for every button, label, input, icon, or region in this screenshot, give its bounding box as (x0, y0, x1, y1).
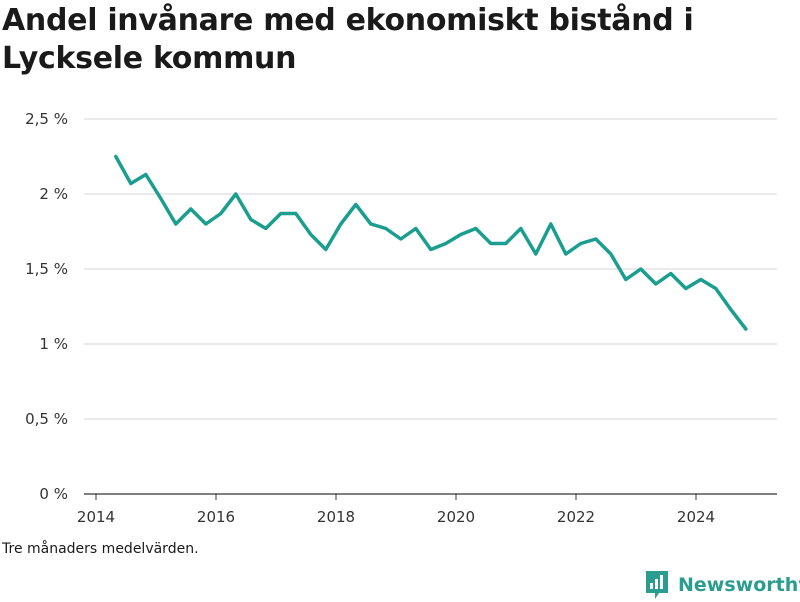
data-point-0-24 (474, 227, 477, 230)
data-point-0-40 (714, 287, 717, 290)
data-point-0-35 (639, 268, 642, 271)
data-point-0-10 (264, 227, 267, 230)
data-point-0-4 (174, 223, 177, 226)
data-point-0-8 (234, 193, 237, 196)
x-tick-label-1: 2016 (197, 508, 235, 526)
data-point-0-36 (654, 283, 657, 286)
data-point-0-19 (399, 238, 402, 241)
data-point-0-22 (444, 242, 447, 245)
data-point-0-23 (459, 233, 462, 236)
brand-logo: Newsworthy (644, 568, 800, 602)
data-point-0-14 (324, 248, 327, 251)
data-point-0-42 (744, 328, 747, 331)
x-tick-label-3: 2020 (437, 508, 475, 526)
data-point-0-37 (669, 272, 672, 275)
data-point-0-0 (114, 155, 117, 158)
y-tick-label-1: 0,5 % (25, 410, 68, 428)
data-point-0-12 (294, 212, 297, 215)
data-point-0-2 (144, 173, 147, 176)
data-point-0-9 (249, 218, 252, 221)
data-point-0-6 (204, 223, 207, 226)
data-point-0-5 (189, 208, 192, 211)
data-point-0-31 (579, 242, 582, 245)
x-tick-label-4: 2022 (557, 508, 595, 526)
y-tick-label-4: 2 % (39, 185, 68, 203)
data-point-0-28 (534, 253, 537, 256)
data-point-0-39 (699, 278, 702, 281)
data-point-0-17 (369, 223, 372, 226)
data-point-0-25 (489, 242, 492, 245)
data-point-0-38 (684, 287, 687, 290)
newsworthy-logo-icon (646, 571, 668, 599)
data-point-0-26 (504, 242, 507, 245)
data-point-0-34 (624, 278, 627, 281)
data-point-0-18 (384, 227, 387, 230)
x-tick-label-5: 2024 (677, 508, 715, 526)
data-point-0-11 (279, 212, 282, 215)
gridlines (84, 118, 777, 420)
data-point-0-32 (594, 238, 597, 241)
y-axis-tick-labels: 0 % 0,5 % 1 % 1,5 % 2 % 2,5 % (25, 110, 68, 503)
brand-name: Newsworthy (678, 574, 800, 596)
x-tick-label-2: 2018 (317, 508, 355, 526)
data-point-0-27 (519, 227, 522, 230)
x-axis-tick-labels: 2014 2016 2018 2020 2022 2024 (77, 508, 715, 526)
y-tick-label-3: 1,5 % (25, 260, 68, 278)
data-point-0-13 (309, 233, 312, 236)
x-tick-label-0: 2014 (77, 508, 115, 526)
data-point-0-3 (159, 197, 162, 200)
y-tick-label-5: 2,5 % (25, 110, 68, 128)
data-point-0-16 (354, 203, 357, 206)
y-tick-label-0: 0 % (39, 485, 68, 503)
data-point-0-33 (609, 253, 612, 256)
y-tick-label-2: 1 % (39, 335, 68, 353)
series-lines (114, 154, 748, 331)
data-point-0-20 (414, 227, 417, 230)
data-point-0-41 (729, 308, 732, 311)
data-point-0-15 (339, 223, 342, 226)
data-point-0-21 (429, 248, 432, 251)
series-line-0 (114, 154, 748, 331)
x-axis (84, 493, 777, 500)
chart-note: Tre månaders medelvärden. (2, 541, 199, 557)
data-point-0-30 (564, 253, 567, 256)
data-point-0-7 (219, 212, 222, 215)
data-point-0-1 (129, 182, 132, 185)
data-point-0-29 (549, 223, 552, 226)
chart-title: Andel invånare med ekonomiskt bistånd i … (2, 3, 694, 76)
